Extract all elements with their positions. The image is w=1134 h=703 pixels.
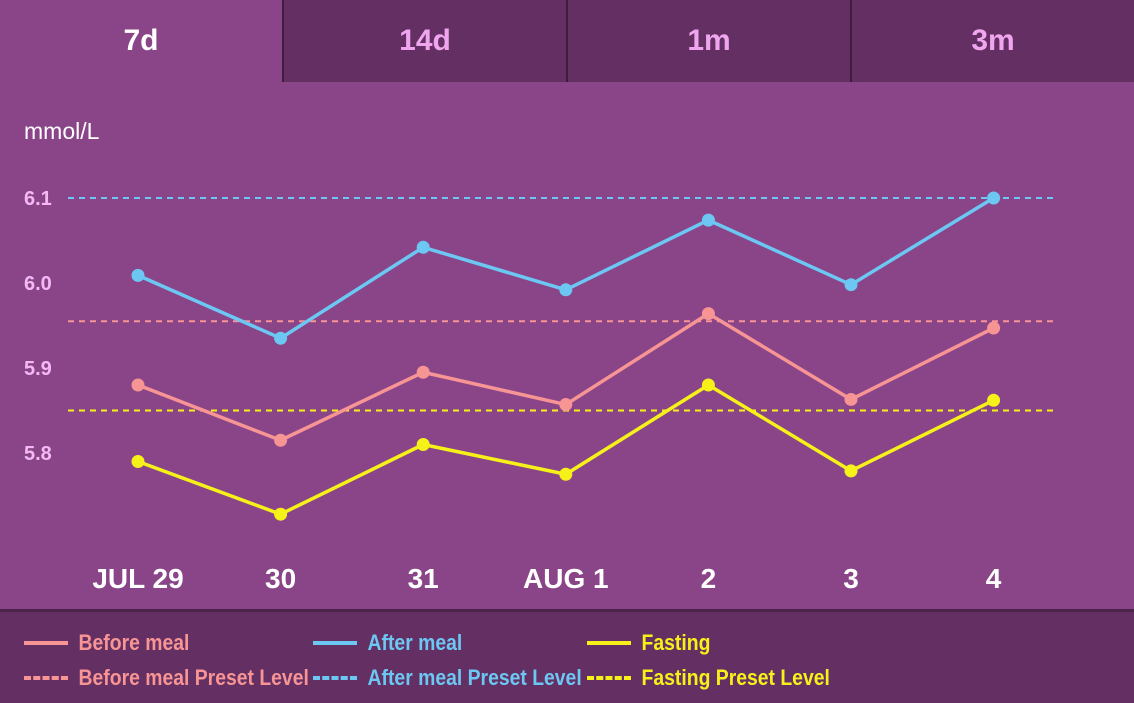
data-point <box>274 433 288 447</box>
data-point <box>131 455 145 468</box>
preset-level-lines <box>68 197 1056 412</box>
data-point <box>844 392 858 406</box>
legend-after-meal-preset-label: After meal Preset Level <box>367 665 582 690</box>
y-tick-label: 5.9 <box>24 358 52 380</box>
before-meal-preset-swatch <box>24 676 68 680</box>
legend-after-meal-label: After meal <box>367 630 463 655</box>
tab-3m[interactable]: 3m <box>850 0 1134 82</box>
legend-fasting-preset-label: Fasting Preset Level <box>641 665 830 690</box>
legend-before-meal-preset: Before meal Preset Level <box>24 665 309 691</box>
data-point <box>131 268 145 282</box>
series-lines <box>131 191 1001 521</box>
data-point <box>416 240 430 254</box>
data-point <box>701 213 715 227</box>
y-tick-label: 6.1 <box>24 188 52 210</box>
fasting-preset-swatch <box>587 676 631 680</box>
data-point <box>416 365 430 379</box>
range-tabs: 7d 14d 1m 3m <box>0 0 1134 82</box>
data-point <box>701 378 715 392</box>
data-point <box>274 331 288 345</box>
legend: Before meal After meal Fasting Before me… <box>0 609 1134 703</box>
legend-before-meal: Before meal <box>24 630 189 656</box>
x-tick-label: 2 <box>701 563 717 594</box>
tab-7d[interactable]: 7d <box>0 0 282 82</box>
data-point <box>701 307 715 321</box>
x-tick-label: JUL 29 <box>92 563 183 594</box>
x-axis-ticks: JUL 29 30 31 AUG 1 2 3 4 <box>92 563 1001 594</box>
legend-after-meal-preset: After meal Preset Level <box>313 665 582 691</box>
data-point <box>559 398 573 412</box>
tab-14d[interactable]: 14d <box>282 0 566 82</box>
data-point <box>274 507 288 521</box>
data-point <box>987 321 1001 335</box>
data-point <box>559 283 573 297</box>
data-point <box>844 464 858 478</box>
data-point <box>416 438 430 451</box>
x-tick-label: 3 <box>843 563 859 594</box>
x-tick-label: AUG 1 <box>523 563 609 594</box>
data-point <box>987 393 1001 407</box>
y-axis-ticks: 6.1 6.0 5.9 5.8 <box>24 188 52 465</box>
y-tick-label: 6.0 <box>24 273 52 295</box>
x-tick-label: 30 <box>265 563 296 594</box>
data-point <box>559 467 573 481</box>
series-line <box>137 196 995 340</box>
x-tick-label: 4 <box>986 563 1002 594</box>
glucose-line-chart: mmol/L 6.1 6.0 5.9 5.8 JUL 29 30 31 AUG 1 2 3 4 <box>0 82 1134 609</box>
tab-1m[interactable]: 1m <box>566 0 850 82</box>
x-tick-label: 31 <box>408 563 439 594</box>
data-point <box>987 191 1001 205</box>
legend-after-meal: After meal <box>313 630 462 656</box>
y-tick-label: 5.8 <box>24 443 52 465</box>
legend-fasting-label: Fasting <box>641 630 711 655</box>
after-meal-swatch <box>313 641 357 645</box>
data-point <box>844 278 858 292</box>
legend-before-meal-label: Before meal <box>78 630 190 655</box>
after-meal-preset-swatch <box>313 676 357 680</box>
legend-fasting-preset: Fasting Preset Level <box>587 665 830 691</box>
y-axis-label: mmol/L <box>24 118 100 144</box>
legend-fasting: Fasting <box>587 630 710 656</box>
data-point <box>131 378 145 392</box>
legend-before-meal-preset-label: Before meal Preset Level <box>78 665 309 690</box>
before-meal-swatch <box>24 641 68 645</box>
fasting-swatch <box>587 641 631 645</box>
